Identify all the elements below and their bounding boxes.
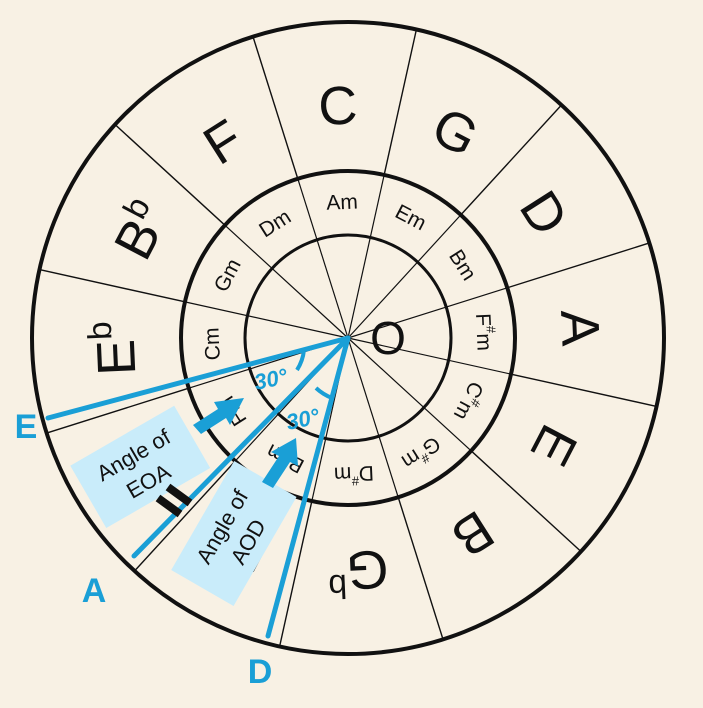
callout-aod-box [171, 460, 297, 607]
major-key-label: G [423, 96, 488, 169]
arrow-eoa [193, 398, 244, 434]
point-label-d: D [248, 653, 273, 691]
major-key-label-root: C [317, 76, 359, 138]
inner-divider [347, 337, 472, 452]
inner-divider [347, 337, 399, 498]
major-key-label: F [193, 108, 253, 176]
minor-key-label: Dm [255, 205, 295, 242]
minor-key-label-root: A [326, 191, 341, 215]
major-key-label: A [549, 309, 611, 348]
major-key-label: B [441, 498, 504, 568]
angle-arc-aod [314, 386, 333, 400]
outer-divider [114, 123, 226, 226]
inner-divider [347, 287, 508, 339]
inner-circle [243, 233, 453, 443]
inner-divider [224, 224, 349, 339]
major-key-label-accidental: b [82, 321, 120, 341]
minor-key-label: Em [391, 200, 430, 235]
point-label-e: E [15, 408, 38, 446]
major-key-label: Bb [100, 191, 182, 269]
major-key-label-root: A [549, 309, 611, 348]
minor-key-label-suffix: m [472, 333, 496, 351]
inner-divider [347, 214, 462, 339]
major-key-label-root: F [193, 108, 253, 176]
ray-od [265, 335, 351, 639]
minor-key-label: Gm [209, 255, 245, 296]
outer-divider [507, 242, 650, 289]
minor-key-label-root: D [358, 461, 374, 485]
callout-eoa: Angle of EOA [70, 405, 211, 529]
outer-circle [30, 20, 666, 656]
outer-divider [133, 460, 236, 572]
major-key-label: Gb [327, 538, 390, 604]
outer-divider [397, 497, 444, 640]
callout-eoa-box [70, 405, 211, 529]
inner-divider [297, 178, 349, 339]
ring-outlines [30, 20, 666, 656]
outer-divider [252, 36, 299, 179]
outer-divider [39, 268, 186, 303]
equal-mark [155, 483, 193, 518]
minor-key-label-accidental: # [483, 325, 498, 334]
minor-key-label-suffix: m [340, 190, 358, 214]
minor-key-label: Am [326, 190, 358, 214]
outer-divider [383, 29, 418, 176]
middle-circle [179, 169, 517, 507]
inner-divider [347, 337, 512, 375]
major-key-label: Eb [82, 319, 148, 376]
center-label: O [370, 312, 406, 364]
angle-arc-eoa [295, 349, 306, 372]
minor-key-label-suffix: m [398, 445, 425, 474]
angle-rays [45, 335, 351, 639]
major-key-label-root: G [345, 538, 390, 600]
outer-divider [278, 500, 313, 647]
minor-key-label-suffix: m [200, 327, 224, 345]
angle-label-eoa: 30° [252, 363, 290, 394]
outer-divider [470, 450, 582, 553]
arrow-aod [262, 438, 298, 488]
angle-label-aod: 30° [284, 403, 322, 434]
major-key-label: C [317, 76, 359, 138]
point-label-a: A [82, 572, 107, 610]
minor-key-label: C#m [449, 378, 490, 425]
minor-key-label: G#m [398, 432, 447, 476]
minor-key-label: D#m [333, 461, 374, 489]
outer-divider [46, 387, 189, 434]
sector-dividers [39, 29, 657, 647]
minor-key-label-accidental: # [351, 473, 360, 488]
major-key-label-root: E [86, 338, 148, 377]
minor-key-label-root: F [472, 313, 496, 327]
major-key-label-root: B [441, 498, 504, 568]
major-key-label: E [519, 415, 589, 475]
ray-oa [131, 335, 351, 559]
inner-divider [184, 301, 349, 339]
major-key-label-root: E [519, 415, 589, 475]
major-key-label-accidental: b [328, 567, 348, 605]
minor-key-label: F#m [472, 313, 499, 352]
outer-divider [460, 104, 563, 216]
inner-divider [347, 174, 385, 339]
minor-key-label: Cm [200, 327, 224, 361]
minor-key-label-root: C [201, 345, 225, 361]
major-key-label: D [508, 181, 580, 246]
minor-key-label: Bm [444, 245, 480, 284]
major-key-label-root: D [508, 181, 580, 246]
minor-key-label-suffix: m [333, 462, 351, 486]
outer-divider [510, 373, 657, 408]
ray-oe [45, 335, 351, 421]
major-key-label-root: G [423, 96, 488, 169]
